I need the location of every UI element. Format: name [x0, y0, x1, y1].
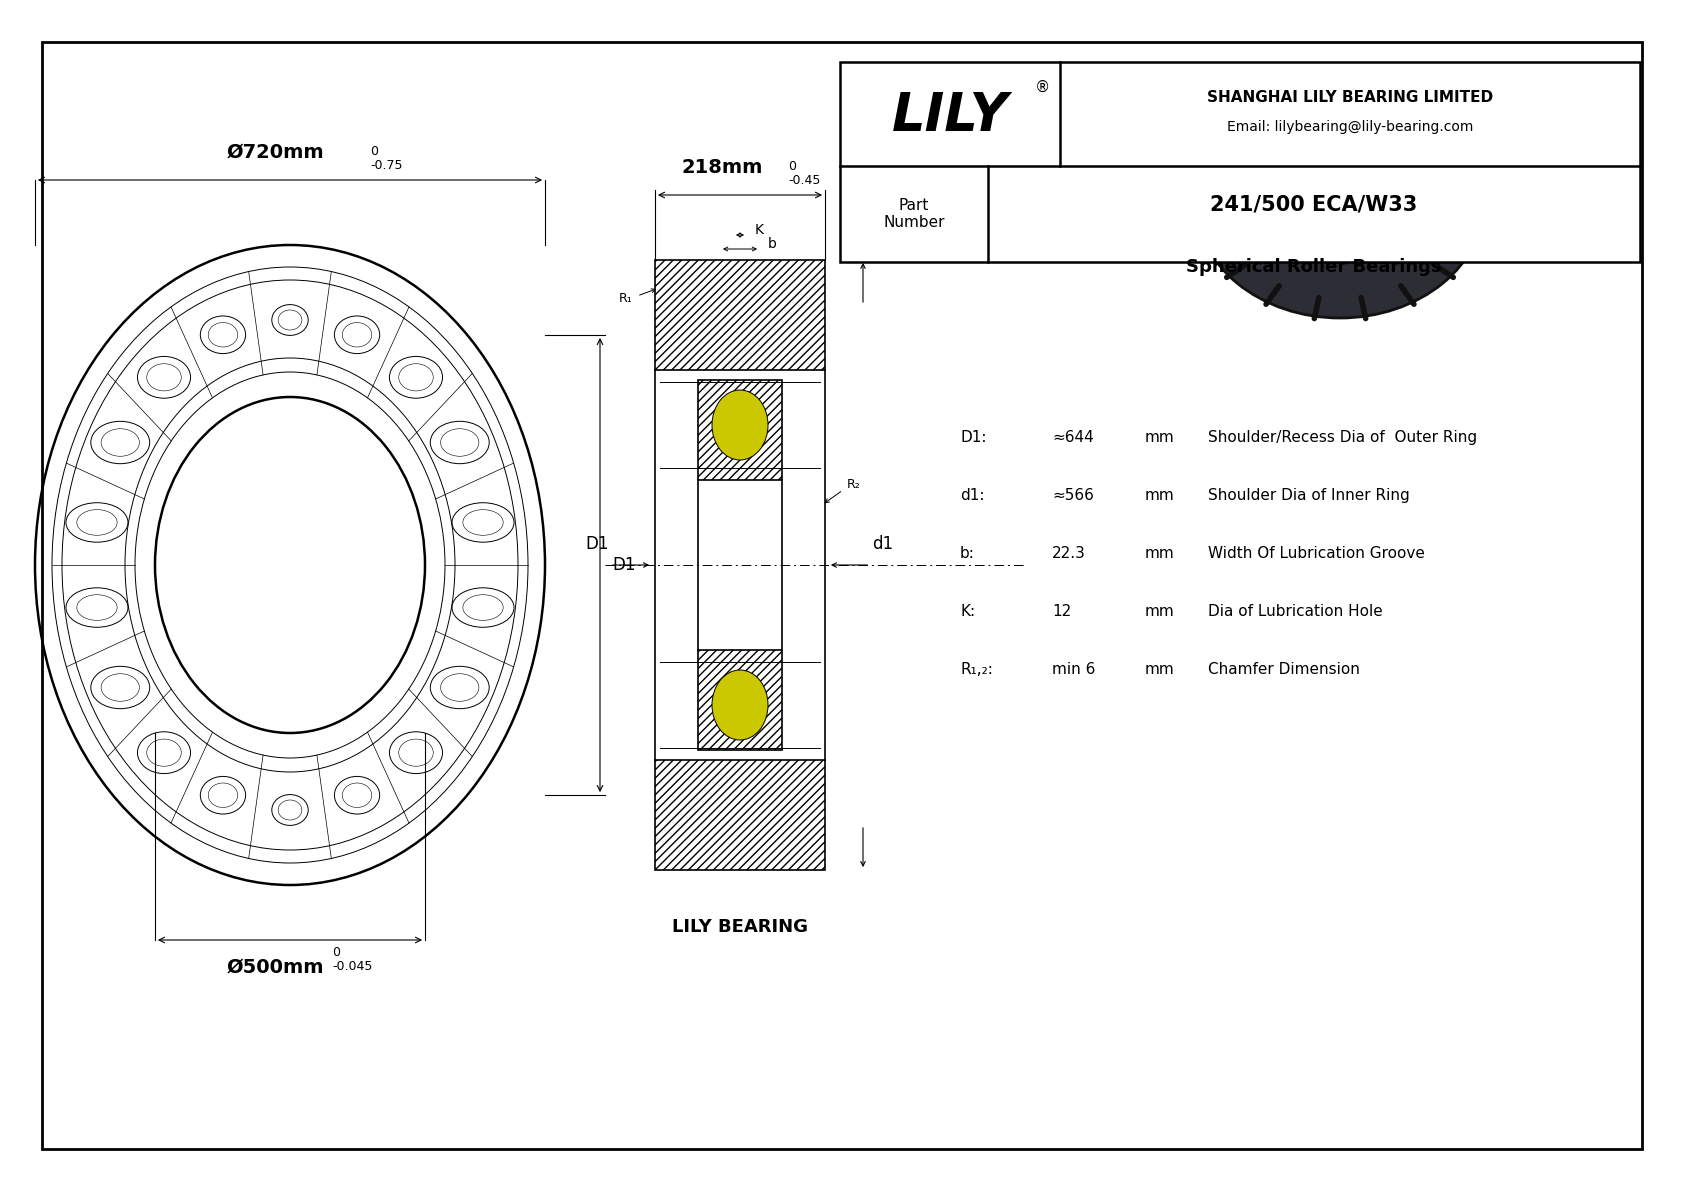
Text: K: K	[754, 223, 765, 237]
Text: b: b	[768, 237, 776, 251]
Ellipse shape	[1285, 162, 1335, 198]
Text: -0.045: -0.045	[332, 960, 372, 973]
Text: 0: 0	[332, 946, 340, 959]
Ellipse shape	[1196, 82, 1485, 318]
Text: Ø500mm: Ø500mm	[226, 958, 323, 977]
Text: mm: mm	[1145, 604, 1175, 619]
Text: SHANGHAI LILY BEARING LIMITED: SHANGHAI LILY BEARING LIMITED	[1207, 91, 1494, 105]
Text: 218mm: 218mm	[682, 158, 763, 177]
Text: D1:: D1:	[960, 430, 987, 445]
Bar	[697, 380, 781, 480]
Bar	[697, 650, 781, 750]
Text: K:: K:	[960, 604, 975, 619]
Text: 0: 0	[788, 160, 797, 173]
Text: Shoulder/Recess Dia of  Outer Ring: Shoulder/Recess Dia of Outer Ring	[1207, 430, 1477, 445]
Text: Ø720mm: Ø720mm	[226, 143, 323, 162]
Bar	[655, 260, 825, 370]
Bar	[655, 760, 825, 869]
Text: d1: d1	[872, 535, 894, 553]
Text: D1: D1	[586, 535, 608, 553]
Text: Part
Number: Part Number	[882, 198, 945, 230]
Text: R₂: R₂	[847, 479, 861, 492]
Text: LILY BEARING: LILY BEARING	[672, 918, 808, 936]
Text: -0.45: -0.45	[788, 174, 820, 187]
Text: min 6: min 6	[1052, 662, 1095, 676]
Text: R₁,₂:: R₁,₂:	[960, 662, 994, 676]
Text: Dia of Lubrication Hole: Dia of Lubrication Hole	[1207, 604, 1383, 619]
Bar	[840, 62, 1640, 262]
Text: R₁: R₁	[620, 292, 633, 305]
Text: mm: mm	[1145, 662, 1175, 676]
Text: mm: mm	[1145, 430, 1175, 445]
Text: D1: D1	[611, 556, 635, 574]
Text: Shoulder Dia of Inner Ring: Shoulder Dia of Inner Ring	[1207, 488, 1410, 503]
Text: Chamfer Dimension: Chamfer Dimension	[1207, 662, 1361, 676]
Ellipse shape	[1278, 150, 1403, 250]
Text: ≈566: ≈566	[1052, 488, 1095, 503]
Text: ≈644: ≈644	[1052, 430, 1093, 445]
Text: Width Of Lubrication Groove: Width Of Lubrication Groove	[1207, 545, 1425, 561]
Text: d1:: d1:	[960, 488, 985, 503]
Text: LILY: LILY	[891, 91, 1009, 142]
Text: b:: b:	[960, 545, 975, 561]
Text: Email: lilybearing@lily-bearing.com: Email: lilybearing@lily-bearing.com	[1228, 120, 1474, 135]
Text: Spherical Roller Bearings: Spherical Roller Bearings	[1186, 258, 1442, 276]
Text: 241/500 ECA/W33: 241/500 ECA/W33	[1211, 194, 1418, 214]
Ellipse shape	[712, 671, 768, 740]
Ellipse shape	[712, 389, 768, 460]
Text: mm: mm	[1145, 545, 1175, 561]
Text: 22.3: 22.3	[1052, 545, 1086, 561]
Text: 0: 0	[370, 145, 377, 158]
Text: 12: 12	[1052, 604, 1071, 619]
Text: -0.75: -0.75	[370, 160, 402, 172]
Text: mm: mm	[1145, 488, 1175, 503]
Text: ®: ®	[1036, 80, 1051, 95]
